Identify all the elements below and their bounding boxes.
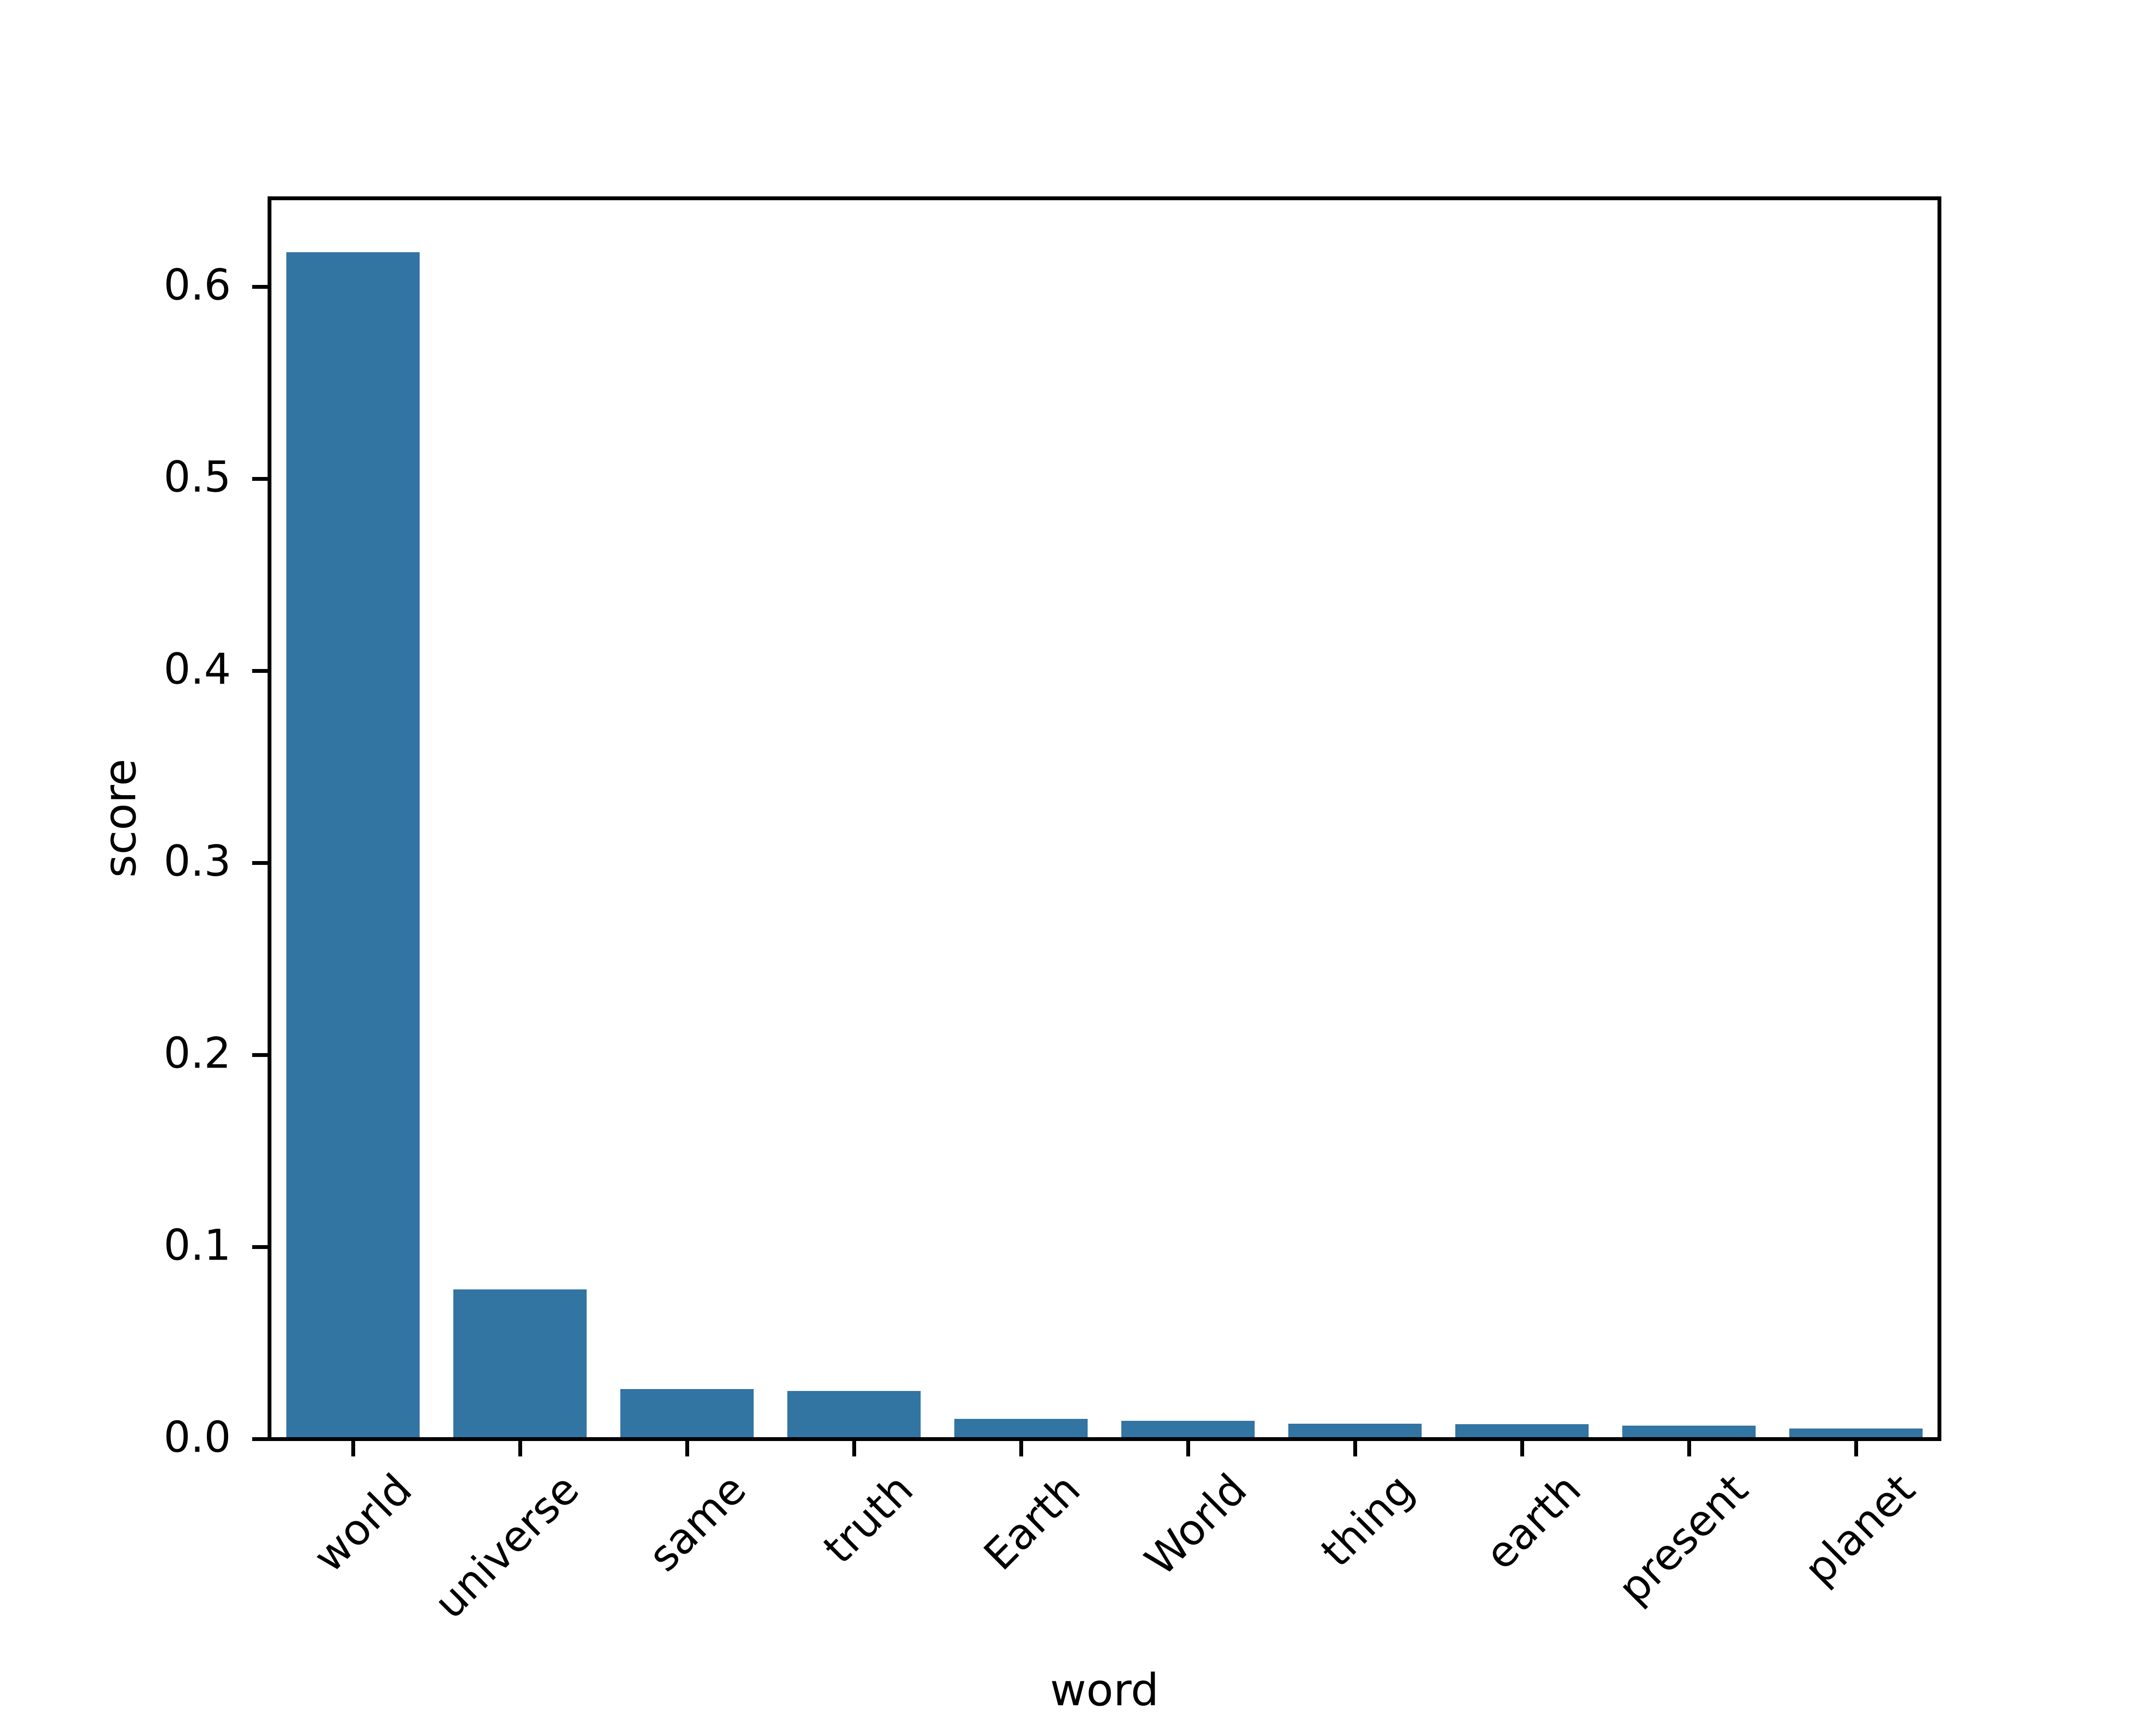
y-tick: [252, 861, 268, 865]
x-tick-label: universe: [424, 1464, 589, 1628]
plot-frame: [268, 196, 1941, 1441]
x-tick-label: world: [304, 1464, 422, 1582]
y-tick: [252, 1245, 268, 1249]
x-tick-label: same: [639, 1464, 756, 1581]
y-tick: [252, 476, 268, 481]
x-tick-label: planet: [1794, 1464, 1925, 1595]
y-tick-label: 0.0: [164, 1412, 231, 1462]
y-tick-label: 0.3: [164, 836, 231, 886]
x-tick: [518, 1441, 522, 1456]
x-tick-label: thing: [1311, 1464, 1424, 1577]
x-tick-label: present: [1608, 1464, 1758, 1613]
x-tick: [852, 1441, 856, 1456]
x-tick: [1854, 1441, 1858, 1456]
bar: [1789, 1429, 1923, 1437]
bar: [1288, 1424, 1422, 1437]
bar: [1455, 1424, 1589, 1437]
bar: [453, 1289, 587, 1437]
x-tick: [685, 1441, 689, 1456]
y-tick-label: 0.6: [164, 260, 231, 310]
x-tick-label: Earth: [974, 1464, 1090, 1580]
bar: [1121, 1421, 1255, 1437]
bar: [286, 252, 420, 1437]
y-tick-label: 0.1: [164, 1220, 231, 1270]
x-tick: [351, 1441, 355, 1456]
y-tick-label: 0.2: [164, 1028, 231, 1078]
x-tick-label: truth: [813, 1464, 923, 1573]
y-tick-label: 0.5: [164, 452, 231, 502]
x-tick-label: earth: [1476, 1464, 1591, 1580]
x-tick: [1687, 1441, 1691, 1456]
x-tick: [1353, 1441, 1357, 1456]
bar: [620, 1389, 754, 1437]
y-tick: [252, 669, 268, 673]
x-tick: [1019, 1441, 1023, 1456]
y-axis-title: score: [94, 759, 146, 878]
x-tick-label: World: [1135, 1464, 1257, 1585]
y-tick: [252, 1053, 268, 1057]
y-tick-label: 0.4: [164, 644, 231, 694]
bar: [787, 1391, 921, 1437]
y-tick: [252, 284, 268, 289]
bar: [1622, 1426, 1756, 1437]
x-tick: [1186, 1441, 1190, 1456]
y-tick: [252, 1437, 268, 1441]
x-axis-title: word: [1050, 1664, 1159, 1712]
bar: [954, 1419, 1088, 1437]
x-tick: [1520, 1441, 1524, 1456]
